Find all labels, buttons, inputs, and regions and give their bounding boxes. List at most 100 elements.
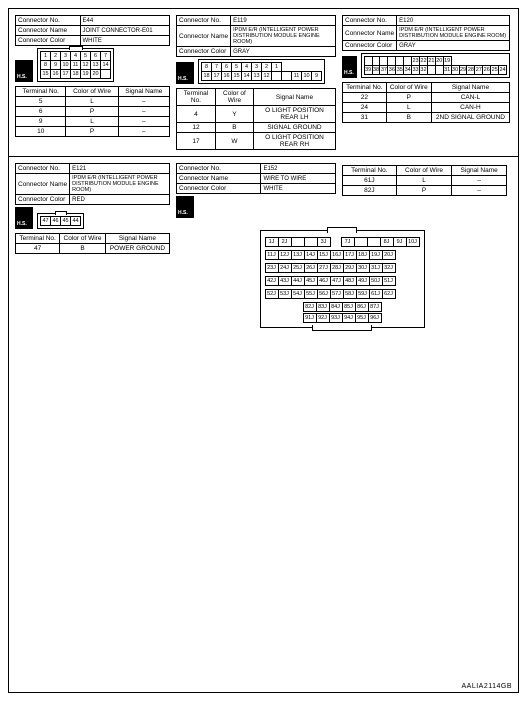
val-e119-name: IPDM E/R (INTELLIGENT POWER DISTRIBUTION… [231, 26, 336, 47]
pin-table-e120: 2322212019393837363534333231302928272625… [364, 56, 507, 75]
val-e120-color: GRAY [397, 41, 510, 51]
pin-cell: 3 [61, 52, 71, 61]
signal-cell: B [215, 123, 253, 133]
signal-cell: CAN-H [431, 103, 509, 113]
th: Terminal No. [343, 166, 397, 176]
pin-cell: 10J [406, 238, 419, 247]
pin-cell: 25 [491, 66, 499, 75]
pin-cell [272, 72, 282, 81]
pin-cell: 26J [304, 264, 317, 273]
pin-cell: 11 [292, 72, 302, 81]
hs-badge [342, 56, 357, 78]
signal-cell: – [118, 127, 169, 137]
signal-cell: 24 [343, 103, 387, 113]
pin-cell: 24 [499, 66, 507, 75]
signal-cell: 82J [343, 186, 397, 196]
pin-cell: 19 [81, 70, 91, 79]
lbl: Connector Color [177, 47, 231, 57]
pin-cell: 46J [317, 277, 330, 286]
lbl-connector-color: Connector Color [16, 36, 81, 46]
signal-row: 82JP– [343, 186, 507, 196]
pin-cell: 62J [382, 290, 395, 299]
signal-cell: P [386, 93, 431, 103]
pin-table-e44: 1234567891011121314151617181920 [40, 51, 111, 79]
connector-e121: Connector No. E121 Connector Name IPDM E… [15, 163, 170, 328]
pin-cell: 48J [343, 277, 356, 286]
pin-cell: 39 [364, 66, 372, 75]
pin-cell: 27 [475, 66, 483, 75]
pin-cell: 6 [222, 63, 232, 72]
pin-cell: 7J [341, 238, 354, 247]
signal-cell: 22 [343, 93, 387, 103]
th-color: Color of Wire [66, 87, 118, 97]
pin-cell: 20 [91, 70, 101, 79]
big-pin-diagram-e152: 1J2J3J 7J8J9J10J 11J12J13J14J15J16J17J18… [260, 230, 425, 328]
pin-cell: 51J [382, 277, 395, 286]
signal-row: 47BPOWER GROUND [16, 244, 170, 254]
hs-row-e120: 2322212019393837363534333231302928272625… [342, 53, 510, 78]
pin-cell: 2 [51, 52, 61, 61]
pin-cell: 17 [212, 72, 222, 81]
val-e119-no: E119 [231, 16, 336, 26]
pin-cell [282, 72, 292, 81]
pin-cell: 23J [265, 264, 278, 273]
signal-row: 61JL– [343, 176, 507, 186]
val-e44-no: E44 [80, 16, 170, 26]
lbl: Connector No. [16, 164, 70, 174]
pin-cell: 55J [304, 290, 317, 299]
connector-e44: Connector No. E44 Connector Name JOINT C… [15, 15, 170, 150]
pin-cell: 93J [329, 314, 342, 323]
signal-cell: L [66, 97, 118, 107]
pin-cell: 2 [262, 63, 272, 72]
pin-cell: 92J [316, 314, 329, 323]
val-e120-name: IPDM E/R (INTELLIGENT POWER DISTRIBUTION… [397, 26, 510, 41]
signal-cell: O LIGHT POSITION REAR RH [253, 133, 335, 150]
pin-cell: 91J [303, 314, 316, 323]
th: Signal Name [105, 234, 169, 244]
pin-cell: 23 [412, 57, 420, 66]
page: Connector No. E44 Connector Name JOINT C… [8, 8, 519, 693]
connector-e152: Connector No. E152 Connector Name WIRE T… [176, 163, 508, 328]
signal-cell: 10 [16, 127, 66, 137]
signal-cell: SIGNAL GROUND [253, 123, 335, 133]
pin-cell: 9J [393, 238, 406, 247]
pin-cell: 15J [317, 251, 330, 260]
pin-cell: 31 [443, 66, 451, 75]
pin-cell: 3 [252, 63, 262, 72]
pin-cell [427, 66, 435, 75]
pin-cell: 16J [330, 251, 343, 260]
signal-cell: P [66, 107, 118, 117]
val-e119-color: GRAY [231, 47, 336, 57]
val-e44-name: JOINT CONNECTOR-E01 [80, 26, 170, 36]
pin-cell: 5 [81, 52, 91, 61]
pin-cell: 47J [330, 277, 343, 286]
divider [9, 156, 518, 157]
footer-code: AALIA2114GB [461, 683, 512, 690]
hs-badge [15, 207, 33, 229]
lbl: Connector Name [177, 174, 261, 184]
pin-cell: 83J [316, 303, 329, 312]
signal-row: 24LCAN-H [343, 103, 510, 113]
pin-cell: 9 [51, 61, 61, 70]
pin-cell: 16 [222, 72, 232, 81]
pin-cell: 27J [317, 264, 330, 273]
pin-cell: 84J [329, 303, 342, 312]
lbl: Connector Color [343, 41, 397, 51]
val-e152-color: WHITE [261, 184, 336, 194]
pin-cell: 96J [368, 314, 381, 323]
signal-cell: 2ND SIGNAL GROUND [431, 113, 509, 123]
signal-row: 9L– [16, 117, 170, 127]
pin-cell: 34 [404, 66, 412, 75]
lbl: Connector No. [177, 164, 261, 174]
pin-diagram-e121: 47464544 [37, 213, 84, 229]
signal-row: 10P– [16, 127, 170, 137]
pin-cell: 18 [202, 72, 212, 81]
pin-cell [396, 57, 404, 66]
pin-cell: 8 [202, 63, 212, 72]
signal-cell: CAN-L [431, 93, 509, 103]
lbl: Connector No. [343, 16, 397, 26]
signal-table-e152: Terminal No. Color of Wire Signal Name 6… [342, 165, 507, 196]
val-e121-no: E121 [70, 164, 170, 174]
pin-cell: 85J [342, 303, 355, 312]
pin-cell [372, 57, 380, 66]
